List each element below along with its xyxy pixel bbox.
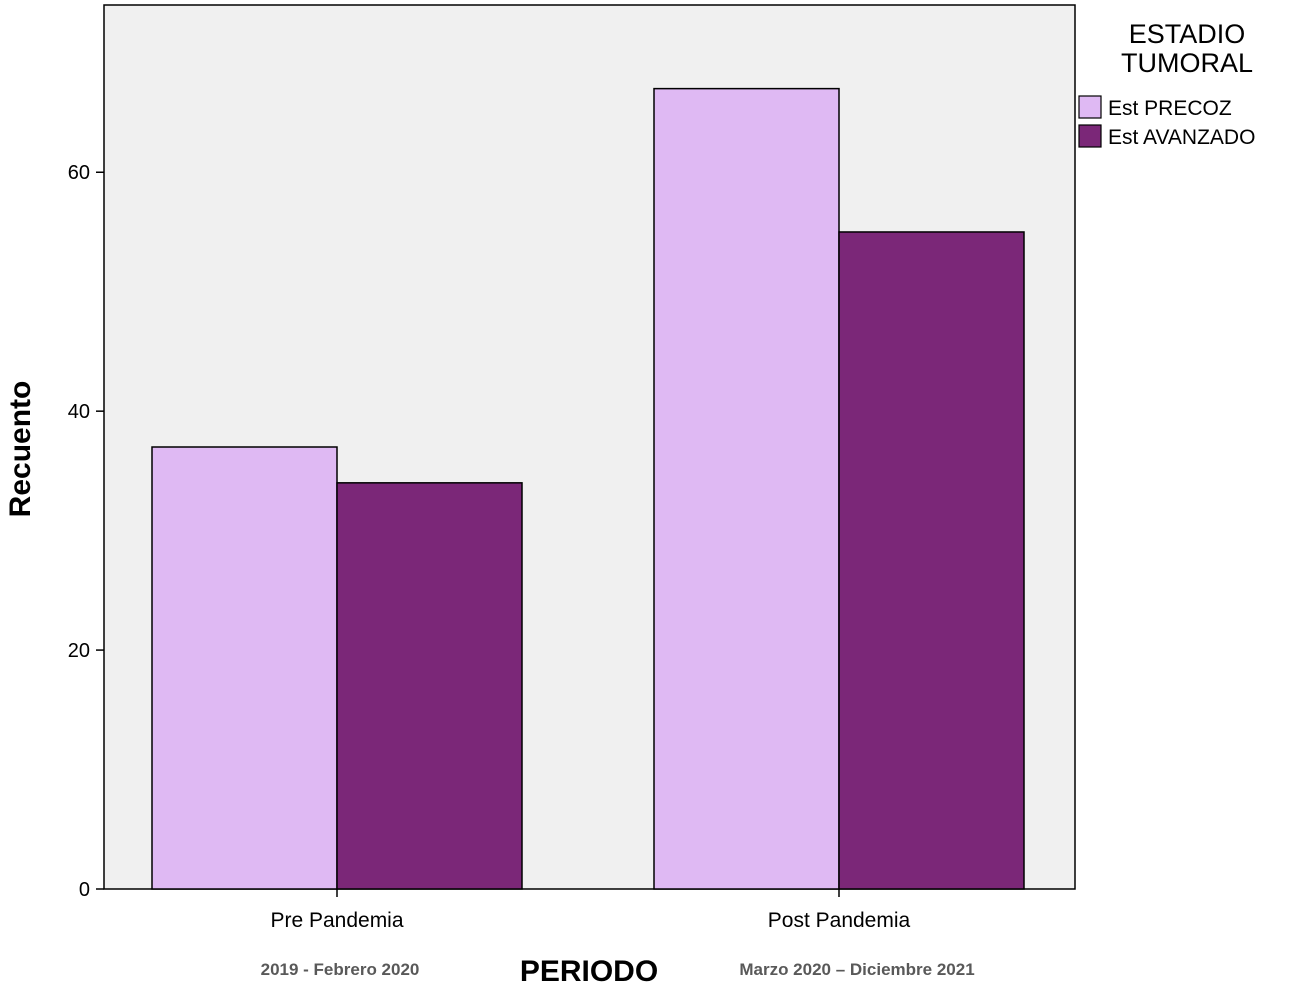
legend: ESTADIO TUMORAL Est PRECOZ Est AVANZADO <box>1078 19 1255 149</box>
y-axis: 0 20 40 60 <box>68 162 104 901</box>
bar-est-avanzado-post-pandemia <box>838 231 1025 890</box>
y-tick-label: 60 <box>68 162 90 184</box>
bar-est-avanzado-pre-pandemia <box>336 482 523 890</box>
x-category-period-label: 2019 - Febrero 2020 <box>261 960 420 979</box>
bar-est-precoz-pre-pandemia <box>151 446 338 890</box>
x-axis: Pre Pandemia 2019 - Febrero 2020 Post Pand… <box>261 889 975 979</box>
bar-est-precoz-post-pandemia <box>653 87 840 890</box>
legend-title-line-1: ESTADIO <box>1129 19 1246 49</box>
x-category-period-label: Marzo 2020 – Diciembre 2021 <box>739 960 974 979</box>
x-category-label: Pre Pandemia <box>270 909 403 932</box>
x-category-label: Post Pandemia <box>768 909 911 932</box>
legend-swatch <box>1078 95 1102 119</box>
legend-title-line-2: TUMORAL <box>1121 48 1253 78</box>
legend-label: Est PRECOZ <box>1108 97 1232 120</box>
y-tick-label: 20 <box>68 640 90 662</box>
bars-group <box>151 87 1025 890</box>
y-tick-label: 0 <box>79 879 90 901</box>
legend-swatch <box>1078 124 1102 148</box>
y-axis-title: Recuento <box>4 381 37 518</box>
legend-label: Est AVANZADO <box>1108 126 1255 149</box>
y-tick-label: 40 <box>68 401 90 423</box>
x-axis-title: PERIODO <box>520 955 658 987</box>
